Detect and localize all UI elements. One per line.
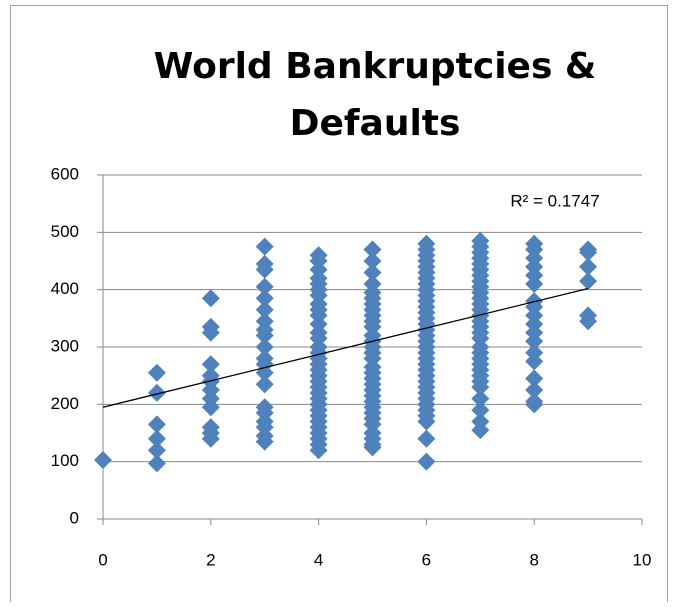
point	[417, 412, 436, 431]
x-tick-label: 6	[422, 550, 431, 569]
point	[363, 252, 382, 270]
point	[255, 338, 274, 356]
point	[525, 352, 544, 371]
point	[579, 272, 598, 291]
annotation: R² = 0.1747	[510, 191, 599, 210]
point	[201, 355, 220, 374]
x-tick-label: 10	[633, 550, 652, 569]
point	[525, 369, 544, 388]
point	[147, 454, 166, 473]
point	[471, 389, 490, 408]
point	[255, 260, 274, 279]
point	[201, 429, 220, 448]
y-tick-label: 600	[51, 164, 79, 183]
y-tick-label: 100	[51, 451, 79, 470]
point	[363, 438, 382, 457]
point	[417, 429, 436, 448]
chart-frame	[10, 5, 668, 607]
point	[147, 415, 166, 434]
point	[255, 300, 274, 319]
x-tick-label: 2	[206, 550, 215, 569]
point	[94, 450, 112, 469]
point	[201, 289, 220, 308]
y-tick-label: 300	[51, 336, 79, 355]
point	[471, 421, 490, 440]
point	[525, 381, 544, 399]
point	[201, 398, 220, 417]
point	[579, 312, 598, 331]
y-tick-label: 400	[51, 279, 79, 298]
point	[255, 432, 274, 451]
point	[255, 277, 274, 296]
point	[201, 323, 220, 342]
point	[147, 363, 166, 382]
point	[255, 375, 274, 394]
point	[525, 395, 544, 414]
point	[147, 429, 166, 448]
x-tick-label: 0	[98, 550, 107, 569]
y-tick-label: 500	[51, 222, 79, 241]
chart-title: World Bankruptcies &	[154, 46, 597, 87]
point	[471, 378, 490, 397]
point	[417, 452, 436, 471]
point	[525, 274, 544, 293]
chart-title: Defaults	[290, 103, 461, 144]
point	[255, 237, 274, 256]
x-tick-label: 4	[314, 550, 323, 569]
x-tick-label: 8	[529, 550, 538, 569]
point	[363, 240, 382, 259]
point	[363, 263, 382, 282]
point	[255, 289, 274, 308]
point	[147, 441, 166, 460]
point	[309, 441, 328, 460]
trendline	[102, 287, 589, 408]
point	[255, 326, 274, 345]
point	[579, 257, 598, 276]
point	[471, 401, 490, 420]
point	[525, 332, 544, 351]
y-tick-label: 0	[70, 508, 79, 527]
point	[579, 243, 598, 262]
point	[147, 383, 166, 402]
y-tick-label: 200	[51, 394, 79, 413]
